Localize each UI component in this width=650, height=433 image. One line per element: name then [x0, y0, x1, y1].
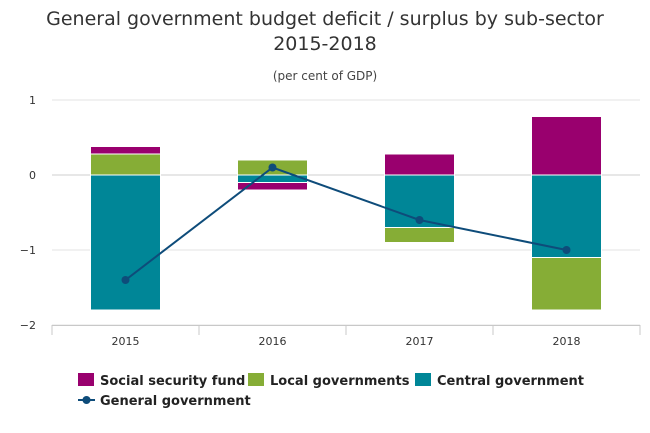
- legend-item-general-government[interactable]: General government: [78, 394, 251, 409]
- bar-central-government: [531, 174, 602, 258]
- y-tick-label: 1: [29, 94, 36, 107]
- x-tick-label: 2016: [259, 335, 287, 348]
- y-tick-label: −1: [20, 244, 36, 257]
- bars: [90, 116, 602, 311]
- bar-social-security-fund: [90, 146, 161, 155]
- general-government-line-path: [124, 166, 567, 281]
- bar-social-security-fund: [384, 153, 455, 176]
- general-government-point: [121, 276, 130, 284]
- legend-item-social-security-fund[interactable]: Social security fund: [78, 373, 245, 389]
- general-government-point: [415, 216, 424, 224]
- legend-marker: [82, 396, 91, 404]
- legend-label: General government: [100, 394, 251, 409]
- legend-item-central-government[interactable]: Central government: [415, 373, 584, 389]
- legend-swatch: [78, 373, 94, 386]
- x-tick-label: 2018: [553, 335, 581, 348]
- general-government-point: [268, 163, 277, 172]
- legend: Social security fund Local governments Cen…: [78, 373, 584, 409]
- legend-label: Local governments: [270, 374, 410, 389]
- bar-local-governments: [531, 257, 602, 311]
- x-tick-label: 2015: [112, 335, 140, 348]
- y-tick-label: 0: [29, 169, 36, 182]
- legend-item-local-governments[interactable]: Local governments: [248, 373, 410, 389]
- axes: 1 0 −1 −2 2015 2016 2017 2018: [20, 94, 641, 348]
- bar-social-security-fund: [237, 182, 308, 191]
- bar-local-governments: [384, 227, 455, 243]
- legend-label: Central government: [437, 374, 584, 389]
- legend-label: Social security fund: [100, 374, 245, 389]
- x-tick-label: 2017: [406, 335, 434, 348]
- general-government-line: [121, 163, 571, 284]
- legend-swatch: [415, 373, 431, 386]
- bar-central-government: [90, 174, 161, 311]
- chart-title-line2: 2015-2018: [273, 33, 377, 55]
- general-government-point: [562, 246, 571, 254]
- legend-swatch: [248, 373, 264, 386]
- y-tick-label: −2: [20, 319, 36, 332]
- bar-local-governments: [90, 153, 161, 176]
- chart-subtitle: (per cent of GDP): [273, 69, 377, 83]
- chart-title-line1: General government budget deficit / surp…: [46, 8, 604, 30]
- bar-social-security-fund: [531, 116, 602, 176]
